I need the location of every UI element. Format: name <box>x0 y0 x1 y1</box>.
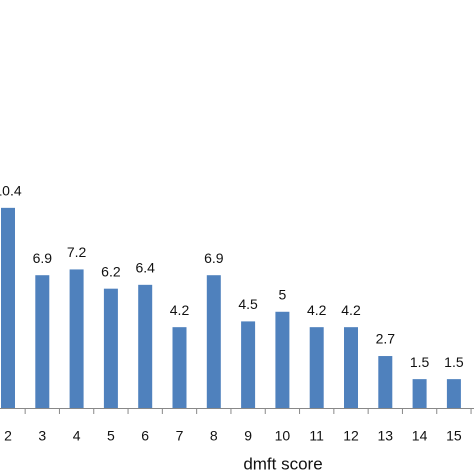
bar <box>103 288 118 408</box>
x-tick-label: 14 <box>412 428 428 444</box>
bar <box>412 379 427 408</box>
data-label: 4.2 <box>341 302 361 318</box>
x-tick-label: 12 <box>343 428 359 444</box>
data-label: 6.9 <box>33 250 53 266</box>
bar <box>446 379 461 408</box>
x-tick-label: 10 <box>275 428 291 444</box>
bar <box>35 275 50 408</box>
x-tick-label: 3 <box>38 428 46 444</box>
x-tick-label: 6 <box>141 428 149 444</box>
x-tick-label: 4 <box>73 428 81 444</box>
x-tick-label: 8 <box>210 428 218 444</box>
data-label: 5 <box>279 286 287 302</box>
data-label: 4.2 <box>170 302 190 318</box>
bar <box>206 275 221 408</box>
bar <box>1 207 15 408</box>
bar <box>138 284 153 408</box>
x-tick-label: 7 <box>176 428 184 444</box>
x-tick-label: 13 <box>378 428 394 444</box>
data-label: 4.2 <box>307 302 327 318</box>
data-label: 6.9 <box>204 250 224 266</box>
x-tick-label: 9 <box>244 428 252 444</box>
data-label: 10.4 <box>0 183 22 199</box>
data-label: 7.2 <box>67 244 87 260</box>
x-tick-label: 11 <box>309 428 324 444</box>
x-tick-label: 15 <box>446 428 462 444</box>
x-tick-label: 2 <box>4 428 12 444</box>
bar <box>344 327 358 408</box>
data-label: 2.7 <box>376 331 396 347</box>
data-label: 1.5 <box>410 354 430 370</box>
x-tick-label: 5 <box>107 428 115 444</box>
bar <box>309 327 324 408</box>
bar <box>69 269 84 408</box>
data-label: 1.5 <box>444 354 464 370</box>
data-label: 4.5 <box>238 296 258 312</box>
bar <box>241 321 256 408</box>
data-label: 6.4 <box>135 260 155 276</box>
data-label: 6.2 <box>101 263 121 279</box>
bar <box>172 327 187 408</box>
bar <box>275 311 290 408</box>
x-axis-label: dmft score <box>243 454 322 473</box>
bar <box>378 356 393 408</box>
